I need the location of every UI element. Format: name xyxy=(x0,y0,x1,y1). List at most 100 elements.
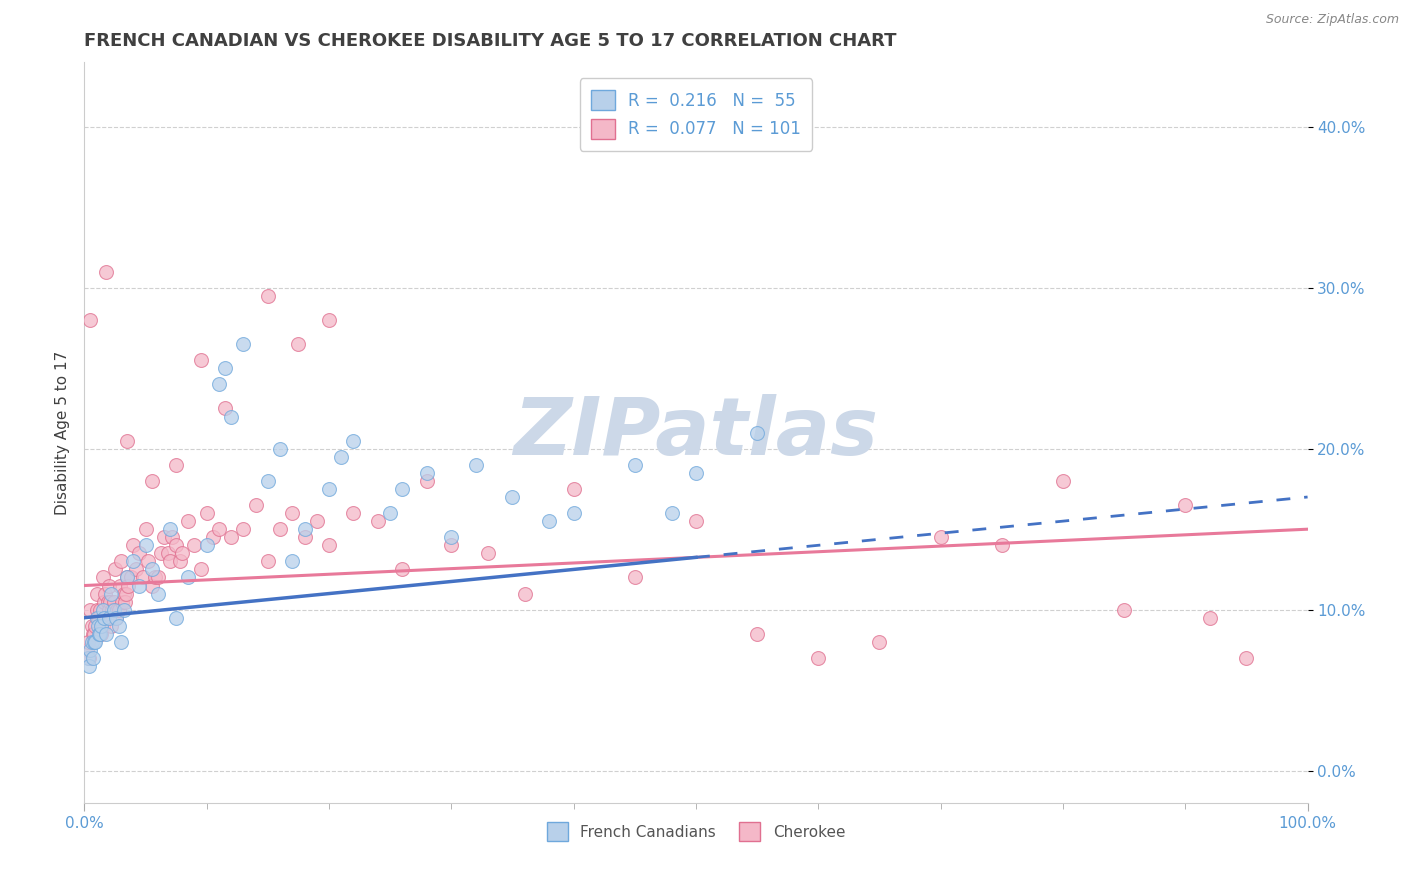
Point xyxy=(86,610,108,624)
Point xyxy=(159,554,181,568)
Point xyxy=(416,474,439,488)
Point xyxy=(624,570,647,584)
Point xyxy=(105,610,128,624)
Point xyxy=(115,434,138,448)
Point xyxy=(214,401,236,416)
Point xyxy=(287,337,309,351)
Point xyxy=(367,514,389,528)
Point xyxy=(93,610,115,624)
Point xyxy=(195,538,218,552)
Point xyxy=(79,313,101,327)
Point xyxy=(232,337,254,351)
Point xyxy=(100,619,122,633)
Point xyxy=(318,482,340,496)
Point xyxy=(97,602,120,616)
Point xyxy=(96,627,118,641)
Text: FRENCH CANADIAN VS CHEROKEE DISABILITY AGE 5 TO 17 CORRELATION CHART: FRENCH CANADIAN VS CHEROKEE DISABILITY A… xyxy=(84,32,897,50)
Point xyxy=(214,361,236,376)
Point xyxy=(624,458,647,472)
Point xyxy=(79,602,101,616)
Point xyxy=(257,289,280,303)
Point xyxy=(103,594,125,608)
Point xyxy=(90,627,112,641)
Point xyxy=(112,602,135,616)
Point xyxy=(416,466,439,480)
Point xyxy=(117,578,139,592)
Point xyxy=(97,594,120,608)
Point xyxy=(91,570,114,584)
Point xyxy=(929,530,952,544)
Point xyxy=(107,602,129,616)
Point xyxy=(89,602,111,616)
Text: Source: ZipAtlas.com: Source: ZipAtlas.com xyxy=(1265,13,1399,27)
Point xyxy=(112,586,135,600)
Point xyxy=(87,610,110,624)
Point xyxy=(84,635,107,649)
Point xyxy=(110,635,132,649)
Point xyxy=(1236,651,1258,665)
Point xyxy=(132,570,155,584)
Point xyxy=(232,522,254,536)
Point xyxy=(114,594,136,608)
Point xyxy=(107,619,129,633)
Point xyxy=(120,570,142,584)
Point xyxy=(146,570,169,584)
Point xyxy=(330,450,353,464)
Point xyxy=(342,506,364,520)
Point xyxy=(169,554,191,568)
Point xyxy=(76,643,98,657)
Point xyxy=(153,530,176,544)
Point xyxy=(128,578,150,592)
Point xyxy=(122,554,145,568)
Point xyxy=(219,530,242,544)
Point xyxy=(257,474,280,488)
Point xyxy=(281,554,304,568)
Point xyxy=(90,619,112,633)
Point xyxy=(108,578,131,592)
Point xyxy=(96,265,118,279)
Legend: French Canadians, Cherokee: French Canadians, Cherokee xyxy=(541,816,851,847)
Point xyxy=(318,538,340,552)
Point xyxy=(115,570,138,584)
Point xyxy=(86,586,108,600)
Point xyxy=(97,578,120,592)
Point xyxy=(165,610,187,624)
Point xyxy=(257,554,280,568)
Point xyxy=(110,554,132,568)
Point xyxy=(391,482,413,496)
Point xyxy=(807,651,830,665)
Point xyxy=(991,538,1014,552)
Point xyxy=(115,570,138,584)
Point xyxy=(538,514,561,528)
Point xyxy=(195,506,218,520)
Point xyxy=(1198,610,1220,624)
Point xyxy=(190,562,212,576)
Point xyxy=(82,627,104,641)
Point xyxy=(135,522,157,536)
Point xyxy=(77,651,100,665)
Point xyxy=(125,562,148,576)
Point xyxy=(177,570,200,584)
Point xyxy=(513,586,536,600)
Point xyxy=(86,602,108,616)
Point xyxy=(135,538,157,552)
Point xyxy=(391,562,413,576)
Point xyxy=(281,506,304,520)
Point xyxy=(208,522,231,536)
Point xyxy=(172,546,194,560)
Point xyxy=(219,409,242,424)
Point xyxy=(661,506,683,520)
Point xyxy=(91,602,114,616)
Point xyxy=(747,425,769,440)
Point xyxy=(502,490,524,504)
Point xyxy=(82,651,104,665)
Text: ZIPatlas: ZIPatlas xyxy=(513,393,879,472)
Point xyxy=(143,570,166,584)
Point xyxy=(165,538,187,552)
Point xyxy=(1114,602,1136,616)
Point xyxy=(245,498,267,512)
Point xyxy=(477,546,499,560)
Point xyxy=(685,466,707,480)
Point xyxy=(201,530,224,544)
Point xyxy=(89,627,111,641)
